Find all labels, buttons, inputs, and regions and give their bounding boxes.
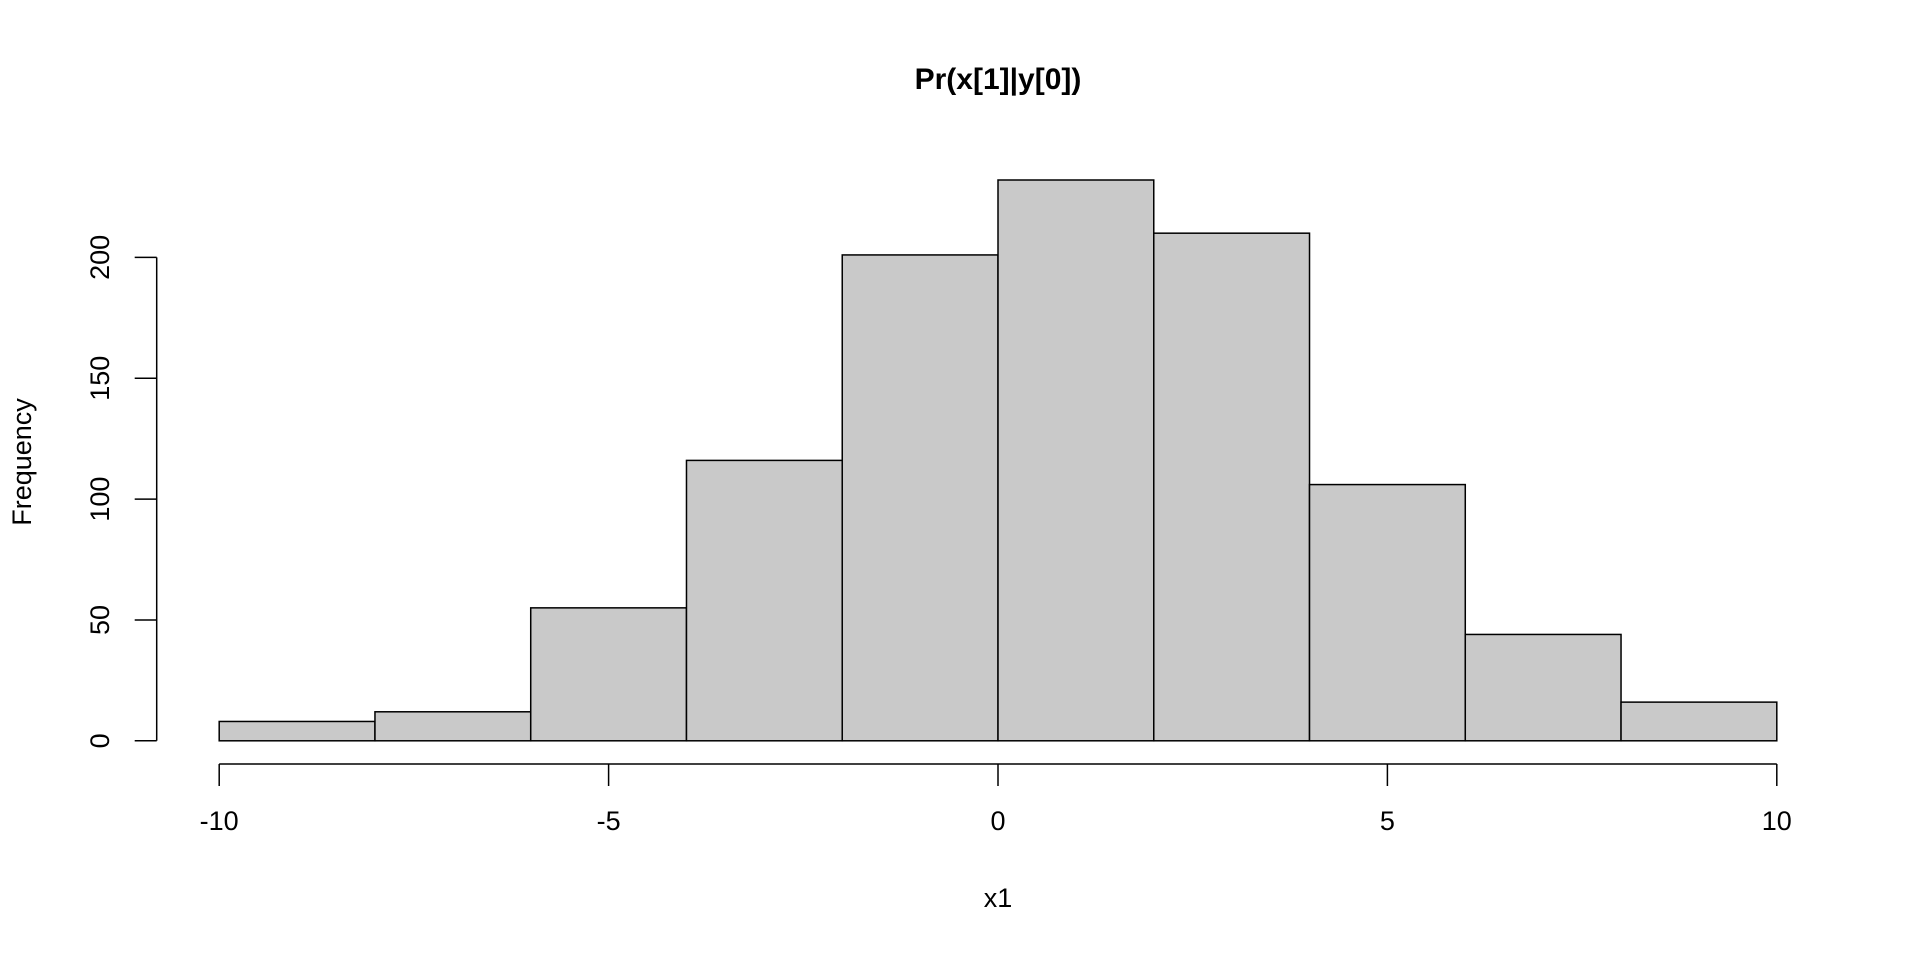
- x-tick-label: 10: [1762, 806, 1792, 836]
- bar: [685, 459, 843, 742]
- x-tick-label: 5: [1380, 806, 1395, 836]
- x-tick-label: 0: [990, 806, 1005, 836]
- x-axis-label: x1: [984, 883, 1013, 913]
- y-tick-label: 50: [85, 605, 115, 635]
- bar: [997, 179, 1155, 742]
- bar: [1308, 483, 1467, 742]
- x-tick-label: -10: [200, 806, 239, 836]
- y-tick-label: 0: [85, 733, 115, 748]
- y-tick-label: 100: [85, 477, 115, 522]
- bar: [529, 607, 688, 742]
- chart-title: Pr(x[1]|y[0]): [915, 63, 1082, 96]
- bar: [1620, 701, 1778, 742]
- y-tick-label: 150: [85, 356, 115, 401]
- bar: [374, 711, 532, 742]
- x-tick-label: -5: [597, 806, 621, 836]
- bar: [1464, 633, 1622, 742]
- bar: [841, 254, 999, 742]
- y-axis-label: Frequency: [7, 398, 37, 526]
- y-tick-label: 200: [85, 235, 115, 280]
- bar: [218, 720, 376, 742]
- bar: [1153, 232, 1311, 742]
